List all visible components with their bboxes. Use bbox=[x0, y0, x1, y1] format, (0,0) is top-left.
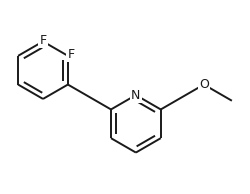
Text: O: O bbox=[199, 78, 209, 91]
Text: F: F bbox=[67, 48, 74, 61]
Text: F: F bbox=[40, 34, 46, 47]
Text: N: N bbox=[131, 89, 140, 102]
